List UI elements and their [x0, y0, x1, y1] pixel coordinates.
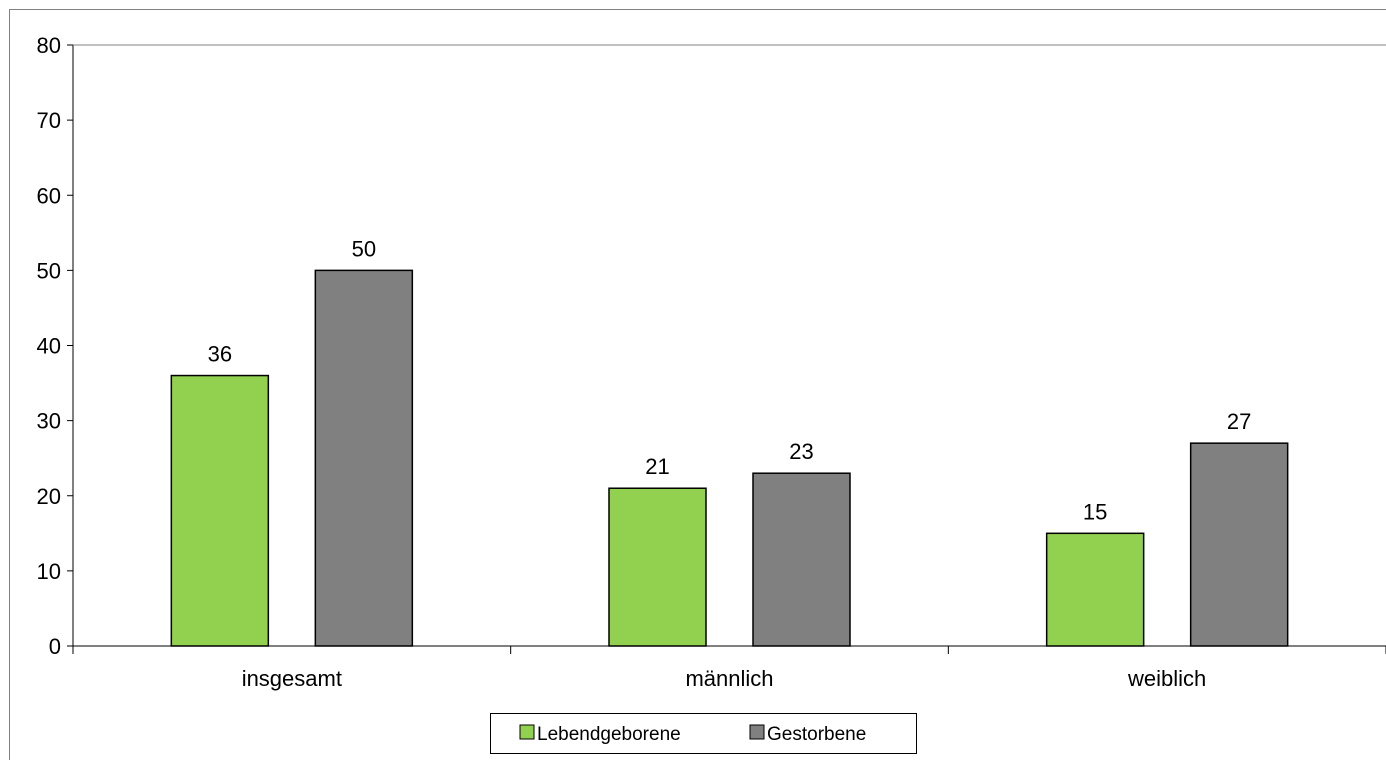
bar-value-label: 50 [352, 236, 376, 261]
bar-value-label: 23 [789, 439, 813, 464]
x-category-label: weiblich [1127, 666, 1206, 691]
x-category-label: insgesamt [242, 666, 342, 691]
bar [752, 472, 851, 647]
legend-label: Gestorbene [767, 724, 866, 745]
legend-label: Lebendgeborene [537, 724, 681, 745]
bar-value-label: 21 [645, 454, 669, 479]
y-tick-label: 50 [37, 258, 61, 283]
y-tick-label: 80 [37, 33, 61, 58]
legend: Lebendgeborene Gestorbene [490, 713, 917, 754]
y-tick-label: 10 [37, 559, 61, 584]
y-tick-label: 0 [49, 634, 61, 659]
bar [1045, 532, 1145, 647]
x-category-label: männlich [685, 666, 773, 691]
data-labels: 36 50 21 23 15 27 [208, 236, 1252, 524]
bar-value-label: 27 [1227, 409, 1251, 434]
legend-box [490, 713, 917, 754]
bar [170, 374, 270, 647]
legend-swatch [519, 724, 535, 740]
legend-swatch [749, 724, 765, 740]
bar [608, 487, 707, 647]
y-tick-label: 20 [37, 484, 61, 509]
axes: 0 10 20 30 40 50 60 70 80 insgesamt männlich weibli… [37, 33, 1386, 691]
y-tick-label: 40 [37, 334, 61, 359]
bar [1189, 442, 1289, 647]
bar-value-label: 36 [208, 342, 232, 367]
y-tick-label: 60 [37, 183, 61, 208]
y-tick-label: 30 [37, 409, 61, 434]
bars [170, 269, 1289, 647]
bar [314, 269, 414, 647]
bar-value-label: 15 [1083, 499, 1107, 524]
y-tick-label: 70 [37, 108, 61, 133]
